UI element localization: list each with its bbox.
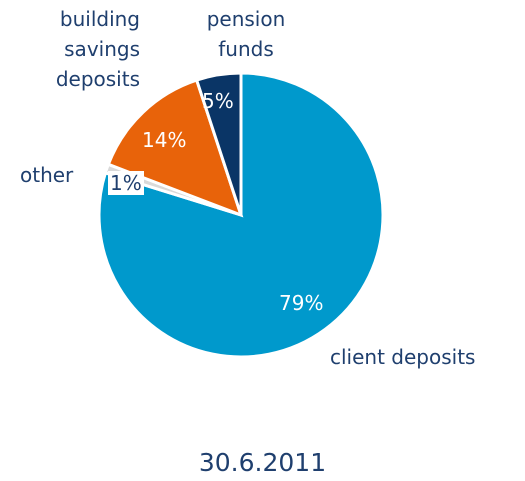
- pie-slice: [106, 78, 244, 218]
- category-label: pension funds: [206, 7, 286, 61]
- category-label: other: [20, 163, 74, 187]
- value-label: 14%: [142, 128, 187, 152]
- pie-slice: [194, 71, 243, 216]
- value-label: 79%: [279, 291, 324, 315]
- value-label: 5%: [202, 89, 234, 113]
- chart-title: 30.6.2011: [198, 448, 327, 477]
- category-label: client deposits: [330, 345, 476, 369]
- category-label: building savings deposits: [55, 7, 140, 91]
- value-label: 1%: [108, 171, 144, 195]
